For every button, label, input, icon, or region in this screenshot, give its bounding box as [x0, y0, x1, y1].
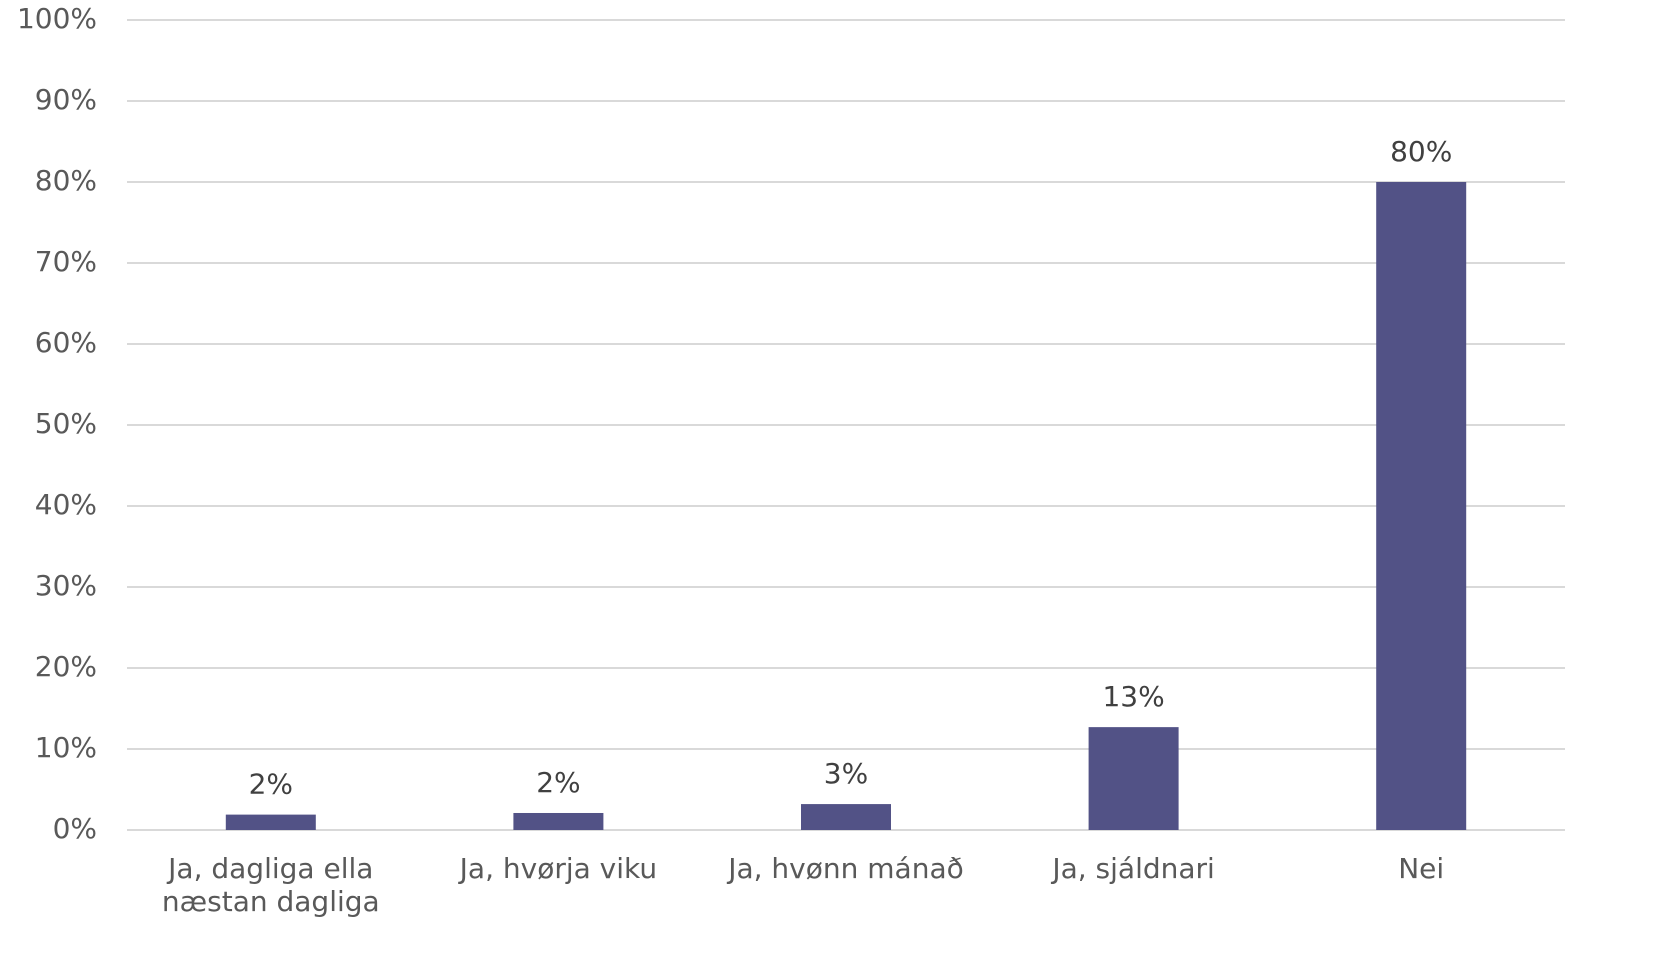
data-label: 13%: [1102, 680, 1164, 713]
y-tick-label: 30%: [35, 569, 97, 602]
bar: [1088, 727, 1179, 830]
y-tick-label: 50%: [35, 407, 97, 440]
y-tick-label: 70%: [35, 245, 97, 278]
data-label: 2%: [249, 768, 293, 801]
y-tick-label: 0%: [53, 812, 97, 845]
data-label: 3%: [824, 757, 868, 790]
bar: [801, 804, 891, 830]
x-tick-label: Ja, dagliga ella næstan dagliga: [161, 852, 380, 918]
bar: [1376, 182, 1467, 830]
x-tick-label-box: Ja, sjáldnari: [1052, 852, 1215, 885]
y-tick-label: 90%: [35, 83, 97, 116]
data-label: 80%: [1390, 135, 1452, 168]
data-label: 2%: [536, 766, 580, 799]
x-tick-label: Nei: [1398, 852, 1445, 885]
x-tick-label: Ja, hvørja viku: [459, 852, 658, 885]
y-tick-label: 20%: [35, 650, 97, 683]
bar: [513, 812, 604, 830]
x-tick-label: Ja, sjáldnari: [1052, 852, 1215, 885]
x-tick-label-box: Nei: [1398, 852, 1445, 885]
x-tick-label: Ja, hvønn mánað: [728, 852, 964, 885]
y-tick-label: 80%: [35, 164, 97, 197]
y-tick-label: 100%: [17, 2, 97, 35]
x-tick-label-box: Ja, hvørja viku: [459, 852, 658, 885]
x-tick-label-box: Ja, dagliga ella næstan dagliga: [161, 852, 380, 918]
y-tick-label: 40%: [35, 488, 97, 521]
x-tick-label-box: Ja, hvønn mánað: [728, 852, 964, 885]
y-tick-label: 60%: [35, 326, 97, 359]
bar: [225, 814, 316, 830]
y-tick-label: 10%: [35, 731, 97, 764]
